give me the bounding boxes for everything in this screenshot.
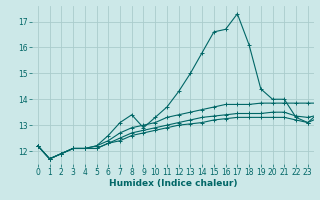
X-axis label: Humidex (Indice chaleur): Humidex (Indice chaleur) <box>108 179 237 188</box>
